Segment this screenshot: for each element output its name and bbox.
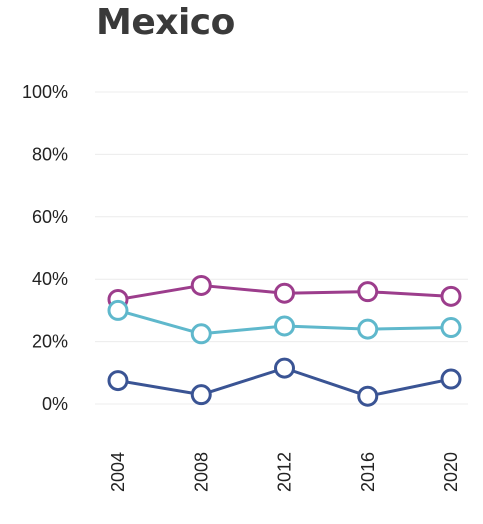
data-point-series-3 [274,357,295,379]
data-point-series-1 [274,282,295,304]
data-point-series-2 [190,323,212,345]
data-point-series-3 [440,368,462,390]
y-tick-label: 60% [32,207,68,227]
x-tick-label: 2020 [441,452,461,492]
data-point-series-2 [107,299,129,321]
gridlines [95,91,468,405]
data-point-series-3 [357,385,379,407]
data-point-series-2 [357,318,379,340]
data-point-series-3 [107,370,129,392]
data-point-series-1 [440,285,462,307]
y-tick-label: 0% [42,394,68,414]
y-axis-ticks: 0% 20% 40% 60% 80% 100% [22,82,68,414]
data-point-series-1 [357,281,379,303]
x-axis-ticks: 2004 2008 2012 2016 2020 [108,452,461,492]
x-tick-label: 2016 [358,452,378,492]
y-tick-label: 40% [32,269,68,289]
series-group [107,274,462,407]
data-point-series-3 [190,384,212,406]
data-point-series-1 [190,274,212,296]
data-point-series-2 [274,315,295,337]
data-point-series-2 [440,317,462,339]
chart-title: Mexico [96,2,235,43]
y-tick-label: 20% [32,332,68,352]
x-tick-label: 2008 [191,452,211,492]
y-tick-label: 80% [32,144,68,164]
x-tick-label: 2012 [275,452,295,492]
x-tick-label: 2004 [108,452,128,492]
y-tick-label: 100% [22,82,68,102]
